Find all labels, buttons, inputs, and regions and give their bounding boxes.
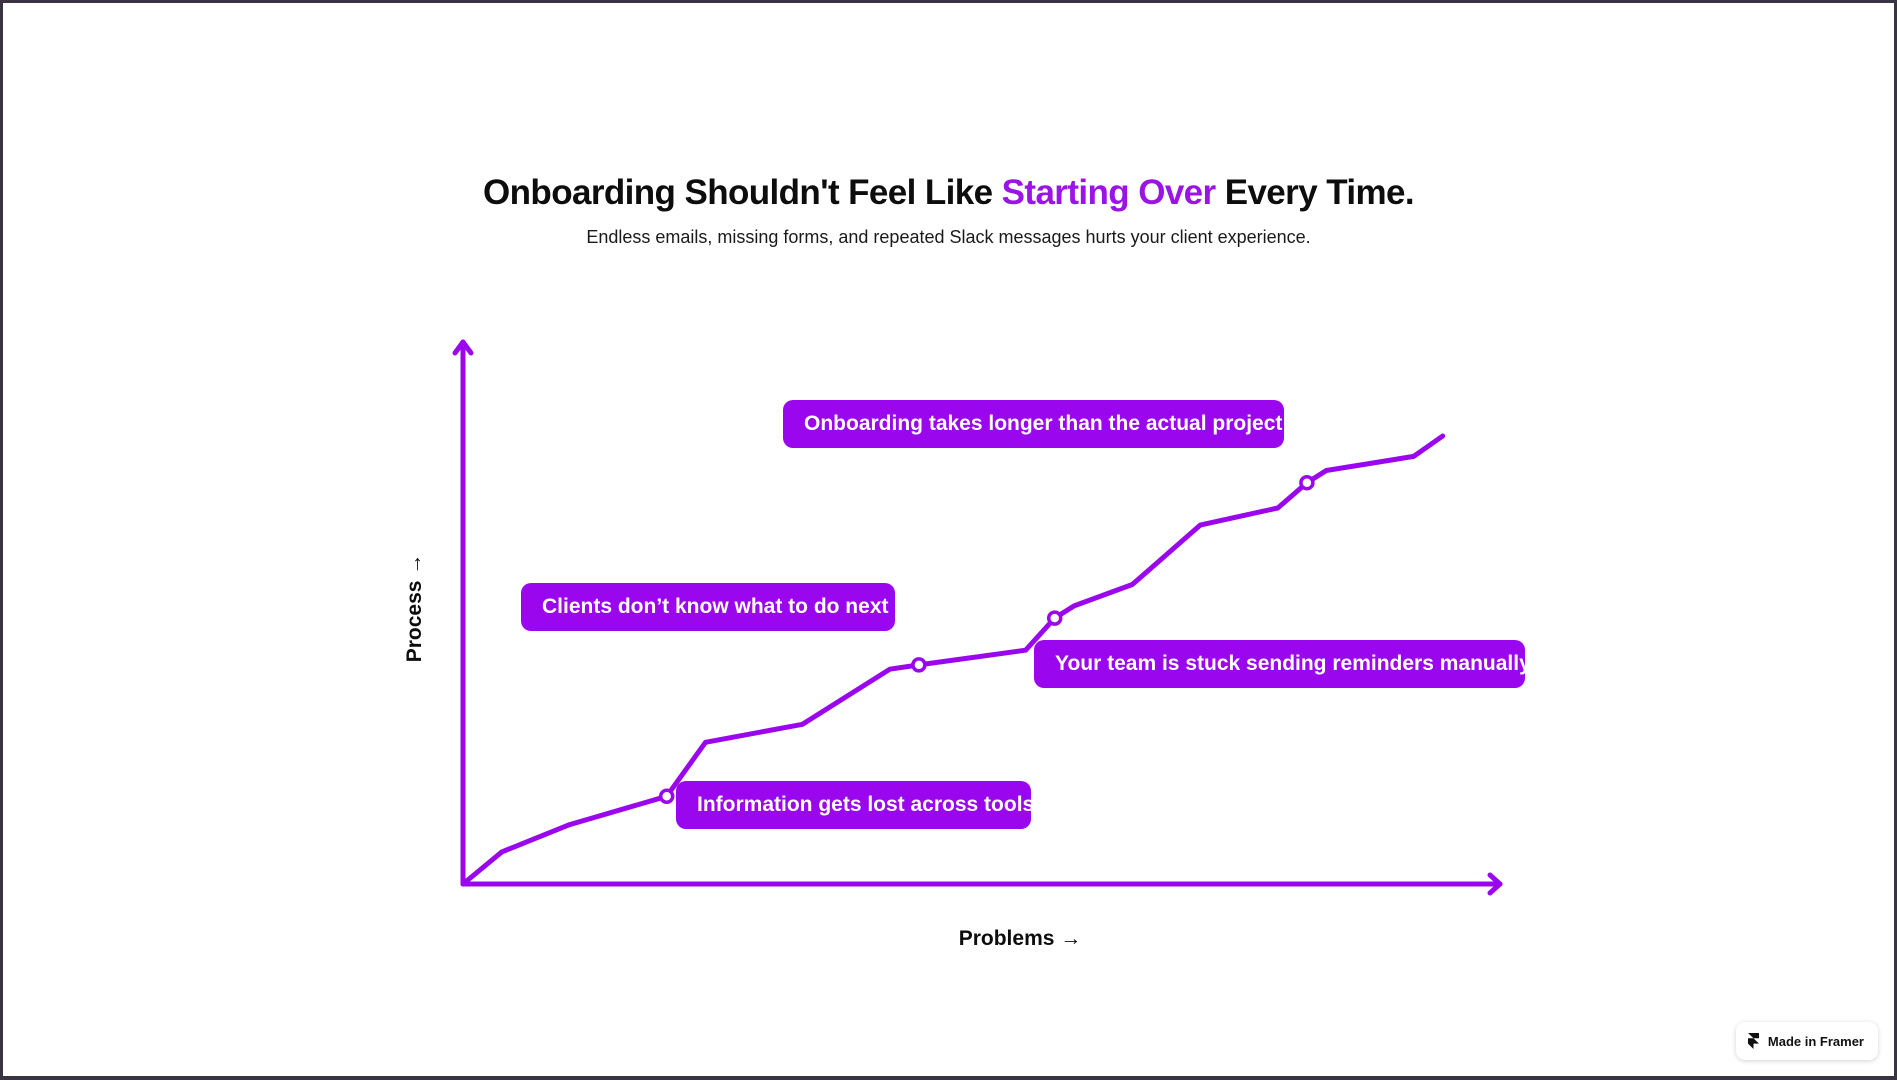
page-title: Onboarding Shouldn't Feel Like Starting … [3,173,1894,213]
title-text-start: Onboarding Shouldn't Feel Like [483,173,1002,212]
callout-information-lost: Information gets lost across tools [676,781,1034,829]
line-marker-1 [658,788,675,805]
page-subtitle: Endless emails, missing forms, and repea… [586,227,1311,247]
framer-logo-icon [1747,1033,1759,1049]
x-axis-label: Problems → [958,927,1082,950]
process-chart [452,339,1503,896]
badge-label: Made in Framer [1767,1033,1864,1049]
line-marker-4 [1299,474,1315,491]
line-marker-2 [911,657,927,673]
page: Onboarding Shouldn't Feel Like Starting … [3,3,1894,1076]
callout-clients-next: Clients don’t know what to do next [521,583,895,631]
title-text-accent: Starting Over [1001,173,1217,212]
line-markers [658,474,1315,805]
line-marker-3 [1046,610,1063,626]
y-axis-arrowhead [452,339,474,356]
y-axis-label: Process → [403,553,426,663]
title-text-end: Every Time. [1215,173,1415,212]
made-in-framer-badge[interactable]: Made in Framer [1735,1022,1878,1060]
callout-team-reminders: Your team is stuck sending reminders man… [1034,640,1531,688]
callout-onboarding-longer: Onboarding takes longer than the actual … [783,400,1284,448]
x-axis-arrowhead [1487,872,1503,896]
